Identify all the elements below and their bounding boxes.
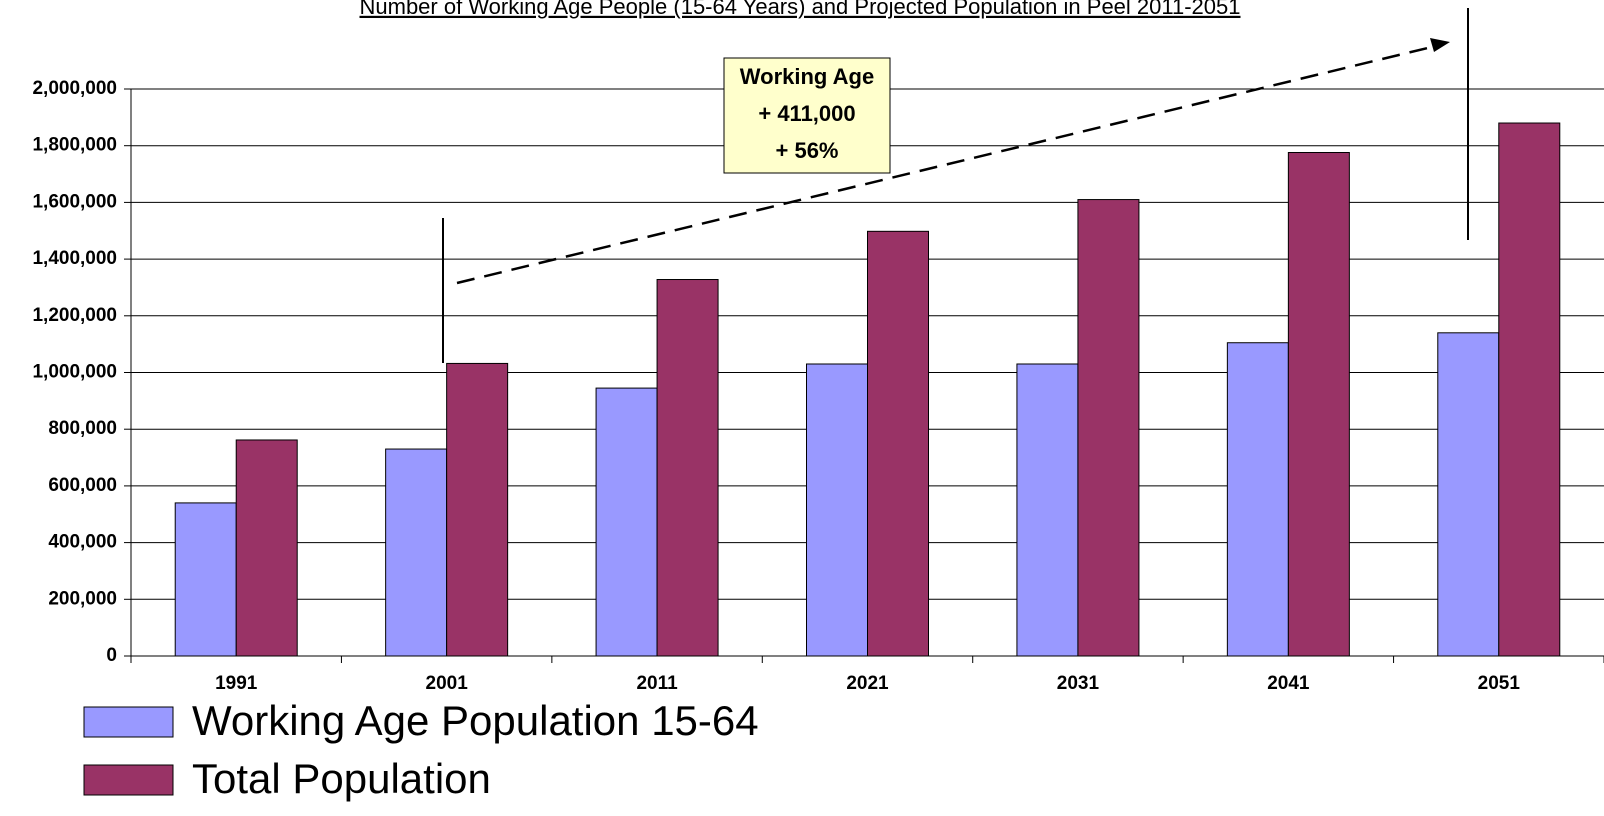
bar (235, 439, 298, 657)
y-tick-label: 800,000 (48, 418, 117, 439)
x-tick-label: 2011 (636, 673, 678, 694)
bar (1016, 363, 1079, 657)
bar (174, 502, 237, 657)
x-tick-label: 2041 (1267, 673, 1310, 694)
y-tick-label: 1,800,000 (32, 135, 117, 156)
y-tick-label: 1,600,000 (32, 191, 117, 212)
y-tick-label: 600,000 (48, 475, 117, 496)
bar (1287, 152, 1350, 657)
legend-swatch (83, 706, 174, 738)
bar (446, 362, 509, 657)
chart-title: Number of Working Age People (15-64 Year… (360, 0, 1241, 19)
bar (806, 363, 868, 657)
y-tick-label: 1,000,000 (32, 362, 117, 383)
x-tick-label: 2021 (846, 673, 889, 694)
y-tick-label: 0 (106, 645, 117, 666)
y-tick-label: 200,000 (48, 588, 117, 609)
x-tick-label: 2051 (1478, 673, 1521, 694)
bar (1226, 342, 1289, 657)
legend-swatch (83, 764, 174, 796)
y-tick-label: 2,000,000 (32, 78, 117, 99)
y-tick-label: 400,000 (48, 532, 117, 553)
bar (385, 448, 448, 657)
bar (595, 387, 658, 657)
bar (1498, 122, 1561, 657)
bar (656, 279, 719, 657)
trend-arrow (456, 43, 1441, 285)
annotation-text: Working Age (740, 64, 874, 89)
arrow-head (1430, 38, 1450, 52)
annotation-text: + 411,000 (758, 101, 855, 126)
x-tick-label: 2031 (1057, 673, 1100, 694)
x-tick-label: 1991 (215, 673, 258, 694)
annotation-box (723, 57, 891, 174)
y-tick-label: 1,400,000 (32, 248, 117, 269)
bar (1437, 332, 1500, 657)
annotation-text: + 56% (776, 138, 839, 163)
y-tick-label: 1,200,000 (32, 305, 117, 326)
bar (867, 230, 929, 657)
x-tick-label: 2001 (426, 673, 469, 694)
legend-label: Working Age Population 15-64 (192, 697, 759, 744)
bar (1077, 199, 1140, 657)
legend-label: Total Population (192, 755, 491, 802)
